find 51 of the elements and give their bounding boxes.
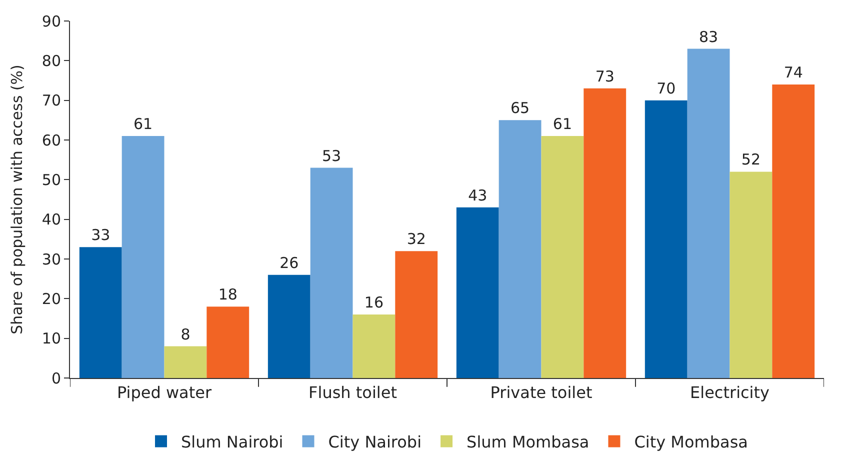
data-label: 32 [406,230,426,248]
bar [206,306,250,378]
bar [687,48,730,378]
data-label: 65 [510,99,530,118]
data-label: 26 [280,254,299,272]
data-label: 73 [595,67,614,86]
x-tick-label: Private toilet [490,383,592,402]
y-tick-label: 50 [42,170,61,189]
legend-label: Slum Mombasa [466,432,590,452]
x-tick-label: Electricity [690,383,770,402]
bar [456,207,499,378]
x-tick-label: Flush toilet [308,383,397,402]
y-axis-title: Share of population with access (%) [8,64,26,334]
y-tick-label: 70 [42,92,61,110]
bar [122,136,164,378]
data-label: 52 [741,150,760,169]
data-label: 74 [784,63,803,82]
y-tick-label: 40 [42,210,61,229]
data-label: 61 [134,115,153,134]
y-tick-label: 60 [42,131,61,150]
legend-label: City Mombasa [634,432,748,452]
data-label: 61 [552,115,572,134]
data-label: 8 [180,325,190,344]
bar [79,247,122,378]
data-label: 70 [656,79,676,98]
data-label: 43 [468,186,488,204]
data-label: 18 [218,286,238,304]
y-tick-label: 30 [42,250,61,268]
legend-label: City Nairobi [328,432,422,452]
bar [268,274,310,378]
bar [541,136,584,378]
bar [772,84,815,378]
y-tick-label: 10 [42,330,61,348]
y-tick-label: 80 [42,52,61,70]
bar [730,172,772,378]
bar [395,251,438,378]
bar [352,314,396,378]
y-tick-label: 0 [51,369,61,388]
y-tick-label: 90 [42,12,61,30]
y-tick-label: 20 [42,290,61,308]
bar [498,120,542,378]
bar [584,88,626,378]
data-label: 16 [364,294,384,312]
data-label: 83 [699,28,718,46]
x-tick-label: Piped water [116,383,212,402]
data-label: 33 [91,226,110,244]
legend-label: Slum Nairobi [181,432,284,452]
bar [164,346,207,378]
data-label: 53 [322,146,342,165]
bar [310,168,353,378]
bar [644,100,688,378]
